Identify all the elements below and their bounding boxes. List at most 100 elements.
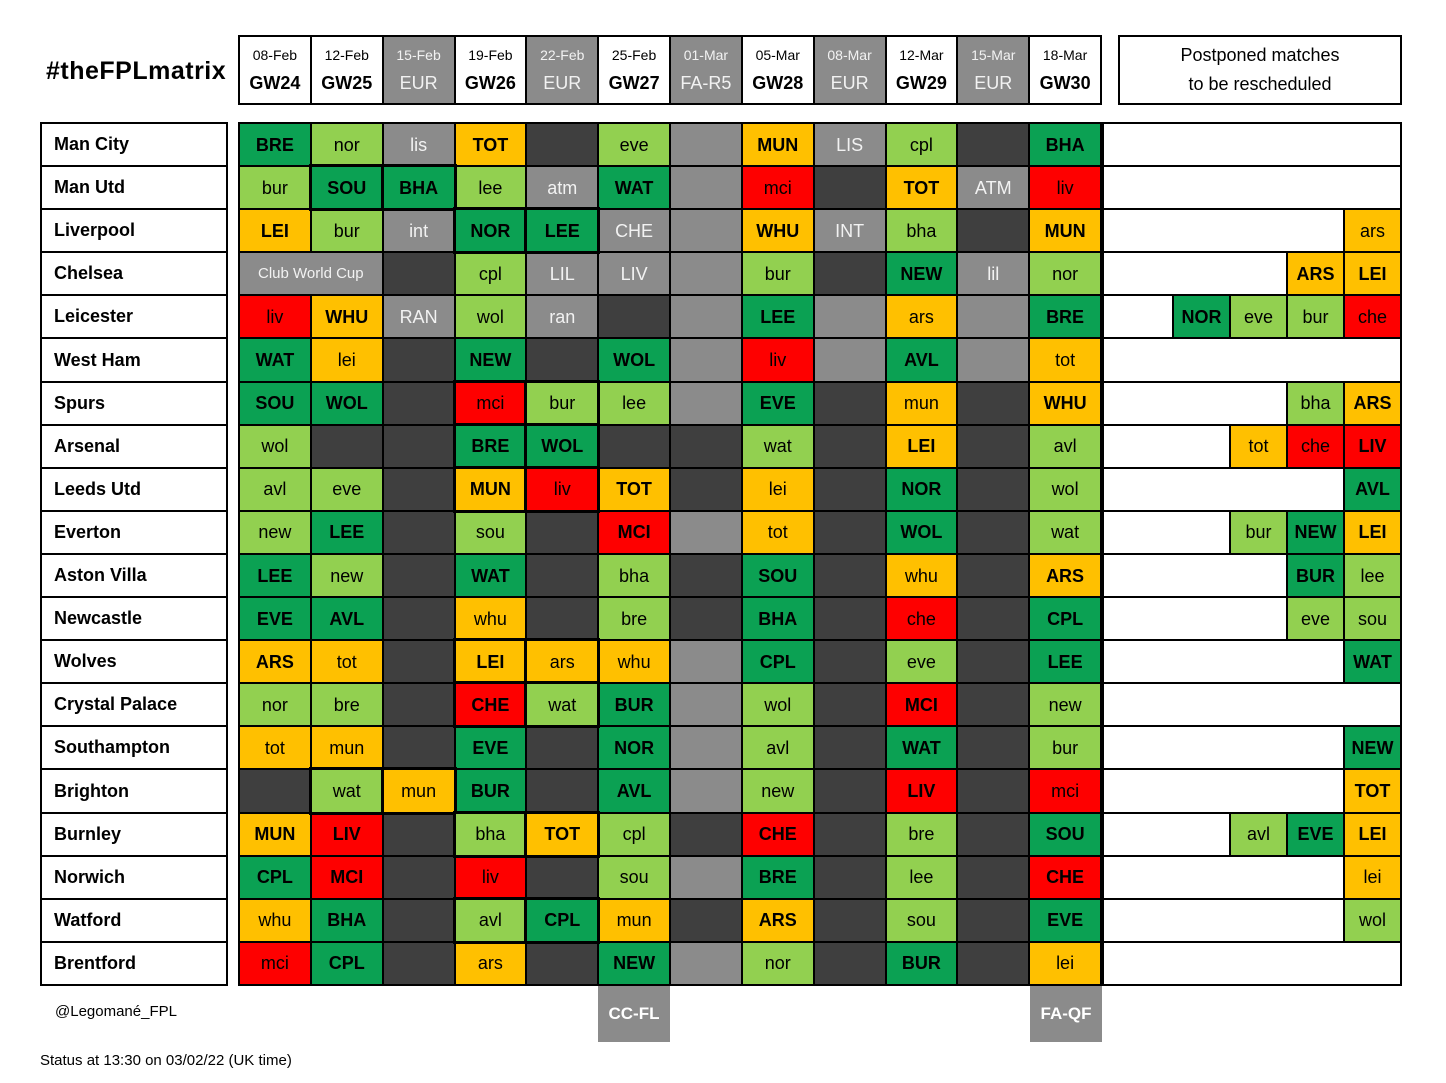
fixture-cell-bur: BUR bbox=[455, 770, 526, 812]
fixture-cell-mun: MUN bbox=[455, 468, 526, 510]
blank-cell bbox=[958, 339, 1029, 381]
page-title: #theFPLmatrix bbox=[46, 57, 227, 85]
fixture-cell-bha: bha bbox=[599, 554, 669, 597]
blank-cell bbox=[671, 856, 741, 898]
postponed-cell-bur: bur bbox=[1286, 296, 1343, 338]
blank-cell bbox=[671, 124, 741, 166]
header-date: 22-Feb bbox=[540, 47, 585, 64]
postponed-header-line1: Postponed matches bbox=[1180, 45, 1340, 65]
team-name: West Ham bbox=[42, 339, 226, 381]
fixture-cell-avl: AVL bbox=[886, 339, 957, 381]
fixture-cell-ars: ars bbox=[886, 296, 957, 338]
fixture-cell-wat: WAT bbox=[455, 554, 526, 597]
blank-cell bbox=[671, 382, 741, 424]
blank-cell bbox=[958, 727, 1029, 769]
blank-cell bbox=[383, 511, 454, 553]
blank-cell bbox=[814, 942, 885, 984]
fixture-cell-tot: TOT bbox=[886, 167, 957, 209]
fixture-cell-nor: NOR bbox=[599, 727, 669, 769]
fixture-cell-mci: mci bbox=[240, 942, 310, 984]
blank-cell bbox=[814, 382, 885, 424]
header-label: GW25 bbox=[321, 72, 373, 93]
blank-cell bbox=[958, 813, 1029, 855]
blank-cell bbox=[527, 511, 598, 553]
postponed-cell-eve: EVE bbox=[1286, 813, 1343, 855]
blank-cell bbox=[958, 598, 1029, 640]
blank-cell bbox=[814, 511, 885, 553]
fixture-cell-tot: tot bbox=[311, 641, 382, 683]
fixture-cell-bha: bha bbox=[455, 813, 526, 855]
fixture-cell-mci: MCI bbox=[599, 511, 669, 553]
postponed-cell-lei: LEI bbox=[1343, 253, 1400, 295]
fixture-cell-tot: TOT bbox=[599, 468, 669, 510]
fixture-cell-tot: tot bbox=[742, 511, 813, 553]
header-label: GW28 bbox=[752, 72, 804, 93]
blank-cell bbox=[671, 210, 741, 252]
fixture-cell-lei: LEI bbox=[455, 641, 526, 683]
blank-cell bbox=[671, 253, 741, 295]
carabao-cup-final-badge: CC-FL bbox=[598, 986, 670, 1042]
fixture-cell-sou: SOU bbox=[742, 554, 813, 597]
postponed-cell-lei: lei bbox=[1343, 856, 1400, 898]
postponed-cell-wat: WAT bbox=[1343, 641, 1400, 683]
fixture-cell-eve: EVE bbox=[455, 727, 526, 769]
blank-cell bbox=[814, 598, 885, 640]
header-date: 05-Mar bbox=[755, 47, 800, 64]
fixture-cell-int: INT bbox=[814, 210, 885, 252]
team-name: Leeds Utd bbox=[42, 468, 226, 510]
fixture-cell-nor: NOR bbox=[886, 468, 957, 510]
header-label: EUR bbox=[830, 72, 869, 93]
fixture-cell-cpl: CPL bbox=[1030, 598, 1100, 640]
fixture-cell-lei: LEI bbox=[240, 210, 310, 252]
team-name: Man Utd bbox=[42, 167, 226, 209]
fixture-cell-atm: ATM bbox=[958, 167, 1029, 209]
fixture-cell-whu: WHU bbox=[1030, 382, 1100, 424]
postponed-cell-bur: bur bbox=[1229, 511, 1286, 553]
team-name: Brentford bbox=[42, 942, 226, 984]
fixture-cell-cpl: cpl bbox=[599, 813, 669, 855]
fixture-cell-mun: mun bbox=[886, 382, 957, 424]
header-col-fa-r5: 01-Mar FA-R5 bbox=[671, 37, 741, 103]
postponed-cell-lee: lee bbox=[1343, 554, 1400, 597]
postponed-row: ars bbox=[1104, 210, 1400, 252]
postponed-row: bha ARS bbox=[1104, 382, 1400, 424]
fixture-cell-wol: wol bbox=[240, 425, 310, 467]
fixture-cell-wol: WOL bbox=[527, 425, 598, 467]
fixture-cell-sou: SOU bbox=[311, 167, 382, 209]
postponed-cell-lei: LEI bbox=[1343, 511, 1400, 553]
fixture-cell-wat: WAT bbox=[240, 339, 310, 381]
fixture-cell-liv: liv bbox=[527, 468, 598, 510]
postponed-cell-nor: NOR bbox=[1172, 296, 1229, 338]
fixture-cell-eve: EVE bbox=[742, 382, 813, 424]
header-label: EUR bbox=[399, 72, 438, 93]
fixture-cell-eve: EVE bbox=[240, 598, 310, 640]
fixture-cell-mun: MUN bbox=[1030, 210, 1100, 252]
postponed-cell-ars: ARS bbox=[1286, 253, 1343, 295]
blank-cell bbox=[671, 425, 741, 467]
fixture-cell-avl: AVL bbox=[311, 598, 382, 640]
fixture-cell-mci: MCI bbox=[886, 684, 957, 726]
blank-cell bbox=[814, 253, 885, 295]
blank-cell bbox=[383, 425, 454, 467]
blank-cell bbox=[599, 425, 669, 467]
postponed-cell-new: NEW bbox=[1286, 511, 1343, 553]
blank-cell bbox=[814, 813, 885, 855]
postponed-cell-new: NEW bbox=[1343, 727, 1400, 769]
blank-cell bbox=[671, 598, 741, 640]
fixture-cell-bur: BUR bbox=[886, 942, 957, 984]
team-name: Aston Villa bbox=[42, 554, 226, 597]
fixture-cell-int: int bbox=[383, 210, 454, 252]
blank-cell bbox=[527, 598, 598, 640]
header-date: 12-Feb bbox=[324, 47, 369, 64]
fa-cup-quarterfinal-badge: FA-QF bbox=[1030, 986, 1102, 1042]
team-name: Chelsea bbox=[42, 253, 226, 295]
postponed-row: WAT bbox=[1104, 641, 1400, 683]
blank-cell bbox=[671, 942, 741, 984]
fixture-cell-che: CHE bbox=[455, 684, 526, 726]
fixture-cell-new: new bbox=[742, 770, 813, 812]
fixture-cell-bre: BRE bbox=[742, 856, 813, 898]
fixture-cell-wat: wat bbox=[527, 684, 598, 726]
fixture-cell-lei: lei bbox=[1030, 942, 1100, 984]
fixture-cell-ars: ARS bbox=[742, 899, 813, 941]
